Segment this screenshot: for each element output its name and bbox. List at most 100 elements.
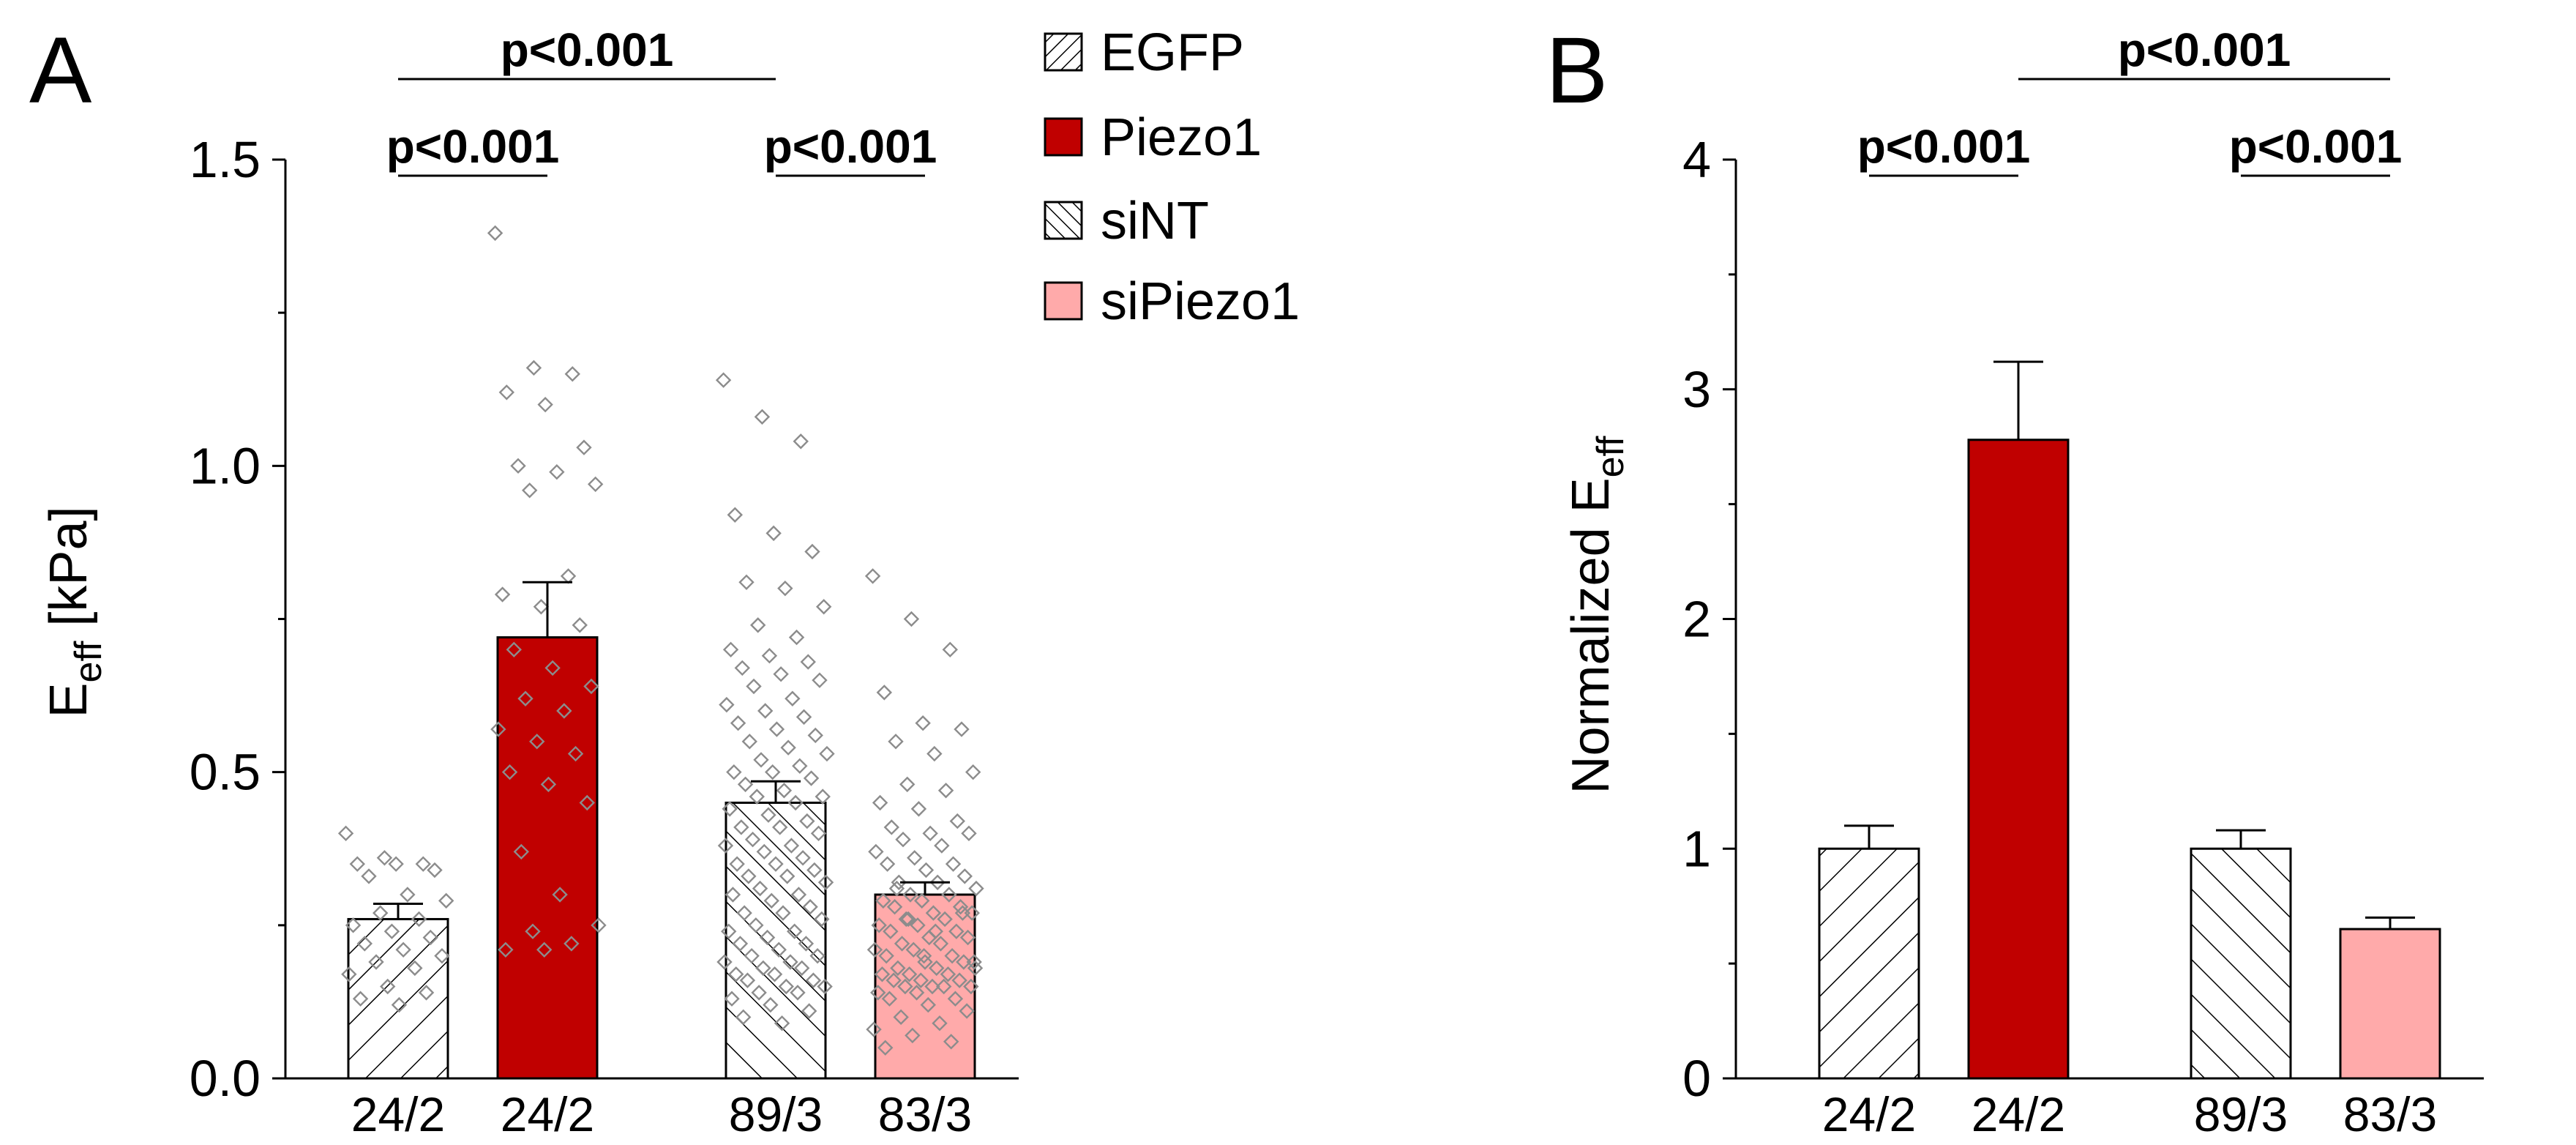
data-point-a-piezo1 [525, 923, 541, 939]
data-point-a-sipiezo1 [932, 1015, 948, 1032]
data-point-a-sint [776, 783, 793, 799]
data-point-a-sint [815, 788, 831, 805]
data-point-a-sipiezo1 [922, 825, 938, 842]
panel-a-letter: A [29, 18, 92, 123]
data-point-a-sint [717, 838, 734, 854]
data-point-a-sint [734, 660, 750, 676]
x-tick-label-a-piezo1: 24/2 [501, 1087, 594, 1141]
data-point-a-sipiezo1 [881, 991, 898, 1007]
y-tick-label-b: 3 [1682, 361, 1711, 418]
data-point-a-sipiezo1 [963, 978, 979, 995]
data-point-a-egfp [337, 825, 354, 842]
data-point-a-sipiezo1 [951, 972, 967, 988]
data-point-a-sint [735, 1009, 752, 1026]
data-point-a-sint [783, 838, 800, 854]
data-point-a-sipiezo1 [900, 911, 916, 928]
data-point-a-sint [800, 654, 816, 670]
data-point-a-piezo1 [540, 776, 557, 793]
data-point-a-sipiezo1 [888, 880, 905, 897]
data-point-a-egfp [418, 985, 435, 1001]
data-point-a-egfp [341, 966, 357, 982]
data-point-a-egfp [361, 868, 377, 884]
data-point-a-sipiezo1 [966, 954, 982, 970]
data-point-a-egfp [391, 996, 408, 1013]
data-point-a-sint [741, 734, 757, 750]
data-point-a-sipiezo1 [929, 874, 946, 890]
x-tick-label-a-sipiezo1: 83/3 [878, 1087, 972, 1141]
data-point-a-sint [795, 850, 811, 866]
legend: EGFP Piezo1 siNT siPiezo1 [1044, 23, 1300, 331]
data-point-a-sipiezo1 [872, 794, 888, 811]
data-point-a-piezo1 [487, 225, 503, 242]
data-point-a-sipiezo1 [876, 685, 893, 701]
data-point-a-egfp [438, 892, 454, 909]
data-point-a-piezo1 [498, 941, 514, 958]
data-point-a-sipiezo1 [954, 905, 971, 921]
data-point-a-sipiezo1 [875, 892, 891, 909]
data-point-a-sint [749, 788, 765, 805]
bar-b-sint [2190, 847, 2292, 1080]
panel-b-ylabel-sub: eff [1590, 436, 1632, 477]
data-point-a-sint [792, 758, 808, 774]
data-point-a-sipiezo1 [941, 887, 957, 903]
data-point-a-sipiezo1 [901, 966, 918, 982]
data-point-a-sint [765, 525, 782, 542]
data-point-a-sipiezo1 [879, 856, 896, 872]
data-point-a-sipiezo1 [870, 985, 886, 1001]
significance-label-a: p<0.001 [764, 120, 937, 173]
data-point-a-sint [763, 892, 779, 909]
data-point-a-piezo1 [525, 359, 542, 376]
legend-item-piezo1: Piezo1 [1044, 108, 1262, 167]
panel-a-ylabel-sub: eff [67, 641, 110, 682]
data-point-a-sint [814, 911, 830, 928]
data-point-a-sint [793, 433, 809, 450]
data-point-a-sint [744, 947, 760, 964]
data-point-a-piezo1 [560, 568, 577, 584]
legend-label-sipiezo1: siPiezo1 [1101, 272, 1300, 331]
chart-panel-b: 0 1 2 3 4 24/2 24/2 89/3 83/3 p<0.001 p<0.001 p<0.0… [1682, 23, 2484, 1141]
data-point-a-sipiezo1 [902, 887, 918, 903]
data-point-a-sipiezo1 [886, 899, 903, 915]
significance-label-b: p<0.001 [2118, 23, 2291, 76]
data-point-a-sint [779, 868, 795, 884]
data-point-a-sipiezo1 [934, 838, 950, 854]
data-point-a-sipiezo1 [883, 819, 899, 835]
data-point-a-sint [721, 923, 737, 939]
bar-b-piezo1 [1967, 439, 2070, 1080]
data-point-a-sint [732, 936, 749, 952]
legend-label-sint: siNT [1101, 192, 1209, 250]
data-point-a-sint [773, 666, 789, 682]
data-point-a-sipiezo1 [949, 813, 965, 829]
data-point-a-sipiezo1 [959, 929, 976, 946]
data-point-a-sint [794, 960, 810, 977]
data-point-a-sint [778, 978, 794, 995]
data-point-a-sint [759, 929, 776, 946]
data-point-a-sint [810, 825, 827, 842]
data-point-a-sipiezo1 [944, 947, 960, 964]
data-point-a-sipiezo1 [877, 1040, 894, 1056]
data-point-a-piezo1 [587, 476, 604, 493]
data-point-a-sint [819, 745, 835, 762]
significance-label-a: p<0.001 [386, 120, 560, 173]
data-point-a-sint [756, 843, 772, 860]
data-point-a-sint [765, 764, 781, 780]
data-point-a-sint [795, 709, 812, 726]
data-point-a-egfp [400, 887, 416, 903]
data-point-a-sipiezo1 [937, 911, 953, 928]
data-point-a-sipiezo1 [954, 721, 970, 737]
data-point-a-sint [751, 985, 767, 1001]
x-tick-label-b-piezo1: 24/2 [1972, 1087, 2065, 1141]
legend-swatch-piezo1 [1044, 117, 1083, 157]
data-point-a-egfp [368, 954, 384, 970]
data-point-a-egfp [422, 929, 438, 946]
data-point-a-piezo1 [567, 745, 584, 762]
y-tick-label-b: 1 [1682, 820, 1711, 877]
data-point-a-sipiezo1 [961, 825, 977, 842]
data-point-a-piezo1 [537, 396, 553, 413]
data-point-a-sint [763, 996, 779, 1013]
data-point-a-sint [780, 739, 796, 756]
data-point-a-sipiezo1 [866, 1021, 882, 1037]
data-point-a-sint [787, 923, 803, 939]
data-point-a-sint [771, 941, 787, 958]
data-point-a-piezo1 [506, 641, 523, 658]
